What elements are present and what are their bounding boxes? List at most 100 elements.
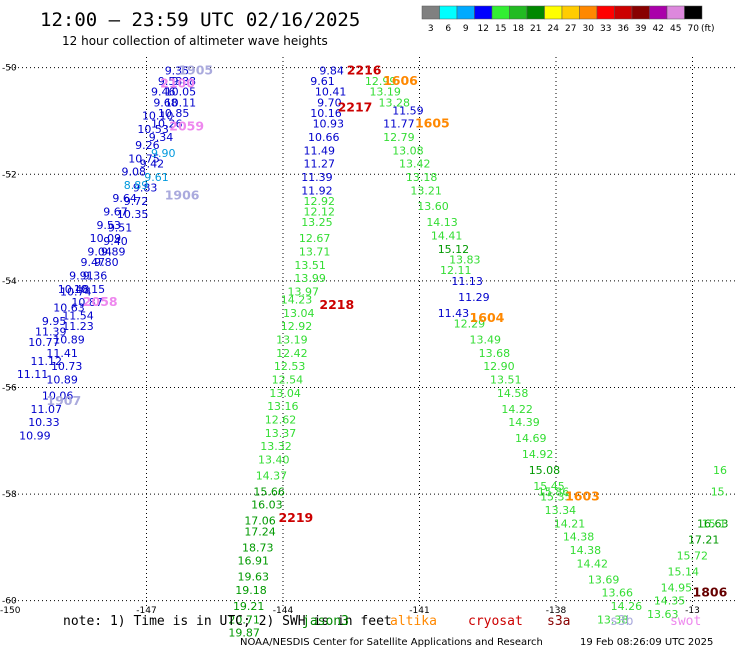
- wave-height-point: 13.19: [276, 333, 308, 346]
- wave-height-point: 14.92: [522, 448, 554, 461]
- credit-right: 19 Feb 08:26:09 UTC 2025: [580, 637, 713, 648]
- wave-height-point: 14.26: [611, 600, 643, 613]
- legend-label: 12: [478, 24, 489, 34]
- wave-height-point: 9.70: [317, 96, 342, 109]
- wave-height-point: 13.51: [294, 259, 326, 272]
- wave-height-point: 10.33: [28, 416, 60, 429]
- wave-height-point: 14.21: [554, 517, 586, 530]
- legend-swatch: [596, 5, 615, 20]
- legend-swatch: [526, 5, 545, 20]
- wave-height-point: 17.24: [244, 525, 276, 538]
- wave-height-point: 11.54: [62, 310, 93, 323]
- wave-height-point: 9.61: [144, 171, 169, 184]
- pass-time-label: 2059: [169, 118, 204, 133]
- pass-time-label: 2100: [160, 76, 195, 91]
- y-tick-label: -58: [2, 490, 17, 500]
- wave-height-point: 10.89: [46, 373, 78, 386]
- wave-height-point: 11.39: [35, 326, 67, 339]
- wave-height-point: 11.27: [303, 158, 335, 171]
- wave-height-point: 12.67: [299, 232, 331, 245]
- wave-height-point: 9.04: [87, 246, 112, 259]
- wave-height-point: 10.26: [151, 118, 183, 131]
- wave-height-point: 12.90: [483, 360, 515, 373]
- wave-height-point: 13.18: [406, 171, 438, 184]
- wave-height-point: 14.95: [661, 581, 693, 594]
- wave-height-point: 11.12: [30, 355, 61, 368]
- footer-note: note: 1) Time is in UTC; 2) SWH is in fe…: [63, 614, 392, 629]
- wave-height-point: 9.91: [69, 270, 94, 283]
- legend-swatch: [561, 5, 580, 20]
- wave-height-point: 9.26: [135, 139, 160, 152]
- wave-height-point: 9.95: [42, 315, 67, 328]
- wave-height-point: 10.53: [137, 123, 169, 136]
- wave-height-point: 14.38: [570, 544, 602, 557]
- wave-height-point: 11.49: [303, 144, 335, 157]
- wave-height-point: 13.25: [301, 216, 333, 229]
- wave-height-point: 13.63: [647, 608, 679, 621]
- pass-time-label: 1606: [383, 73, 418, 88]
- wave-height-point: 9.80: [94, 256, 119, 269]
- satellite-legend: jason3 altika cryosat s3a s3b swot: [302, 614, 701, 629]
- wave-height-point: 9.84: [319, 64, 344, 77]
- legend-swatch: [544, 5, 563, 20]
- legend-swatch: [631, 5, 650, 20]
- wave-height-point: 13.16: [267, 400, 299, 413]
- wave-height-point: 11.41: [46, 347, 78, 360]
- wave-height-point: 10.77: [28, 336, 60, 349]
- pass-time-label: 2219: [278, 510, 313, 525]
- wave-height-point: 9.47: [81, 256, 106, 269]
- wave-height-point: 13.49: [470, 333, 502, 346]
- wave-height-point: 9.61: [310, 75, 335, 88]
- legend-swatch: [421, 5, 440, 20]
- pass-time-label: 1806: [693, 585, 728, 600]
- wave-height-point: 10.10: [142, 110, 174, 123]
- wave-height-point: 11.59: [392, 104, 424, 117]
- satellite-label: altika: [390, 614, 437, 629]
- wave-height-point: 14.58: [497, 387, 528, 400]
- wave-height-point: 13.42: [399, 158, 431, 171]
- legend-swatch: [649, 5, 668, 20]
- grid-lines: [10, 57, 738, 606]
- satellite-label: s3a: [547, 614, 570, 629]
- wave-height-point: 9.68: [153, 96, 178, 109]
- wave-height-point: 12.79: [383, 131, 415, 144]
- legend-label: 27: [565, 24, 576, 34]
- wave-height-point: 10.73: [51, 360, 82, 373]
- wave-height-point: 13.28: [379, 96, 411, 109]
- wave-height-point: 13.38: [597, 613, 629, 626]
- wave-height-point: 9.34: [149, 131, 174, 144]
- wave-height-point: 19.21: [233, 600, 265, 613]
- legend-label: 24: [548, 24, 560, 34]
- wave-height-point: 12.62: [265, 413, 297, 426]
- wave-height-point: 15.14: [667, 565, 699, 578]
- wave-height-point: 11.13: [451, 275, 483, 288]
- wave-height-point: 10.41: [315, 86, 347, 99]
- pass-time-label: 2217: [338, 100, 373, 115]
- legend-swatch: [439, 5, 458, 20]
- legend-swatch: [579, 5, 598, 20]
- wave-height-point: 13.34: [545, 504, 577, 517]
- wave-height-point: 10.15: [74, 283, 106, 296]
- wave-height-point: 9.40: [103, 235, 128, 248]
- wave-height-point: 15.12: [438, 243, 470, 256]
- wave-height-point: 13.08: [392, 144, 424, 157]
- wave-height-point: 10.06: [42, 389, 74, 402]
- wave-height-point: 14.42: [576, 557, 608, 570]
- wave-height-point: 14.13: [426, 216, 458, 229]
- satellite-label: cryosat: [468, 614, 523, 629]
- wave-height-point: 15.45: [533, 480, 565, 493]
- wave-height-point: 14.38: [563, 531, 595, 544]
- chart-subtitle: 12 hour collection of altimeter wave hei…: [62, 34, 328, 48]
- wave-height-point: 9.46: [151, 86, 176, 99]
- wave-height-point: 18.73: [242, 541, 273, 554]
- data-points: 9.359.539.889.4610.059.6810.1110.1010.85…: [17, 64, 729, 639]
- wave-height-point: 9.51: [108, 222, 133, 235]
- wave-height-point: 13.40: [258, 453, 290, 466]
- legend-swatch: [666, 5, 685, 20]
- wave-height-point: 14.41: [431, 230, 463, 243]
- pass-time-label: 2218: [319, 297, 354, 312]
- wave-height-point: 11.11: [17, 368, 49, 381]
- legend-label: 39: [635, 24, 647, 34]
